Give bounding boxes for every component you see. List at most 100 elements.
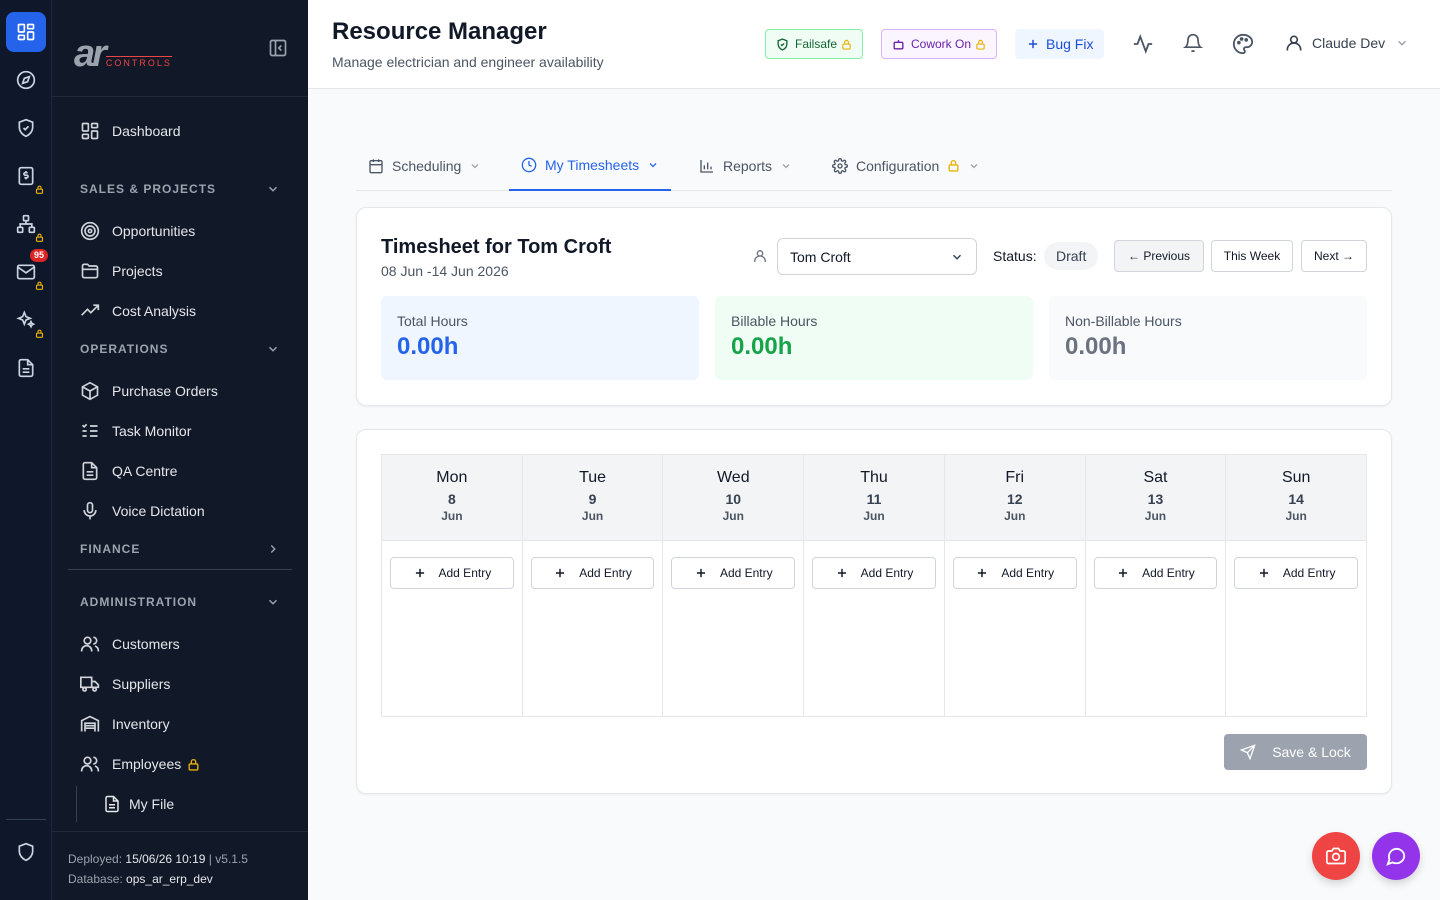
previous-week-button[interactable]: ← Previous [1114, 240, 1204, 272]
employee-select[interactable]: Tom Croft [777, 238, 977, 275]
chevron-down-icon [471, 163, 479, 168]
activity-button[interactable] [1132, 33, 1154, 55]
failsafe-badge[interactable]: Failsafe [765, 29, 864, 59]
box-icon [81, 381, 99, 401]
day-name: Mon [436, 469, 468, 486]
week-grid: Mon 8 Jun Add Entry Tue 9 Jun Add Entry … [381, 454, 1367, 717]
collapse-sidebar-button[interactable] [268, 38, 288, 58]
day-header: Wed 10 Jun [663, 455, 804, 541]
notifications-button[interactable] [1183, 33, 1203, 53]
tab-configuration[interactable]: Configuration [820, 140, 992, 191]
sidebar-item-inventory[interactable]: Inventory [80, 710, 170, 738]
palette-icon [1232, 33, 1254, 55]
day-month: Jun [722, 509, 744, 523]
sidebar-item-qa-centre[interactable]: QA Centre [80, 457, 177, 485]
sidebar-item-label: Customers [112, 636, 180, 652]
lock-icon [976, 39, 985, 50]
next-week-button[interactable]: Next → [1301, 240, 1367, 272]
day-name: Wed [716, 469, 750, 486]
calendar-icon [369, 158, 383, 173]
chat-button[interactable] [1372, 832, 1420, 880]
day-header: Sun 14 Jun [1226, 455, 1367, 541]
stat-label: Total Hours [397, 313, 468, 329]
rail-org-button[interactable] [6, 204, 46, 244]
sidebar-subitem-my-file[interactable]: My File [76, 786, 292, 822]
day-month: Jun [863, 509, 885, 523]
this-week-button[interactable]: This Week [1211, 240, 1293, 272]
sidebar-item-dashboard[interactable]: Dashboard [80, 117, 181, 145]
timesheet-date-range: 08 Jun -14 Jun 2026 [381, 263, 509, 279]
add-entry-button[interactable]: Add Entry [671, 557, 796, 589]
user-menu[interactable]: Claude Dev [1284, 33, 1409, 53]
sidebar-item-voice-dictation[interactable]: Voice Dictation [80, 497, 205, 525]
cowork-badge[interactable]: Cowork On [881, 29, 998, 59]
bug-fix-button[interactable]: Bug Fix [1015, 29, 1105, 59]
add-entry-label: Add Entry [860, 566, 914, 580]
chevron-down-icon [970, 163, 978, 168]
tab-my-timesheets[interactable]: My Timesheets [509, 140, 672, 191]
rail-explore-button[interactable] [6, 60, 46, 100]
day-name: Sat [1143, 469, 1168, 486]
add-entry-button[interactable]: Add Entry [390, 557, 514, 589]
section-administration[interactable]: ADMINISTRATION [80, 592, 280, 612]
day-number: 14 [1288, 491, 1304, 507]
database-label: Database: [68, 872, 123, 886]
clock-icon [521, 157, 537, 172]
day-header: Mon 8 Jun [382, 455, 522, 541]
send-icon [1240, 744, 1256, 760]
shield-check-icon [18, 118, 34, 138]
sidebar-item-cost-analysis[interactable]: Cost Analysis [80, 297, 196, 325]
tab-scheduling[interactable]: Scheduling [356, 140, 493, 191]
add-entry-button[interactable]: Add Entry [812, 557, 936, 589]
rail-qa-button[interactable] [6, 108, 46, 148]
rail-docs-button[interactable] [6, 348, 46, 388]
add-entry-button[interactable]: Add Entry [952, 557, 1077, 589]
page-title: Resource Manager [332, 18, 547, 45]
rail-finance-button[interactable] [6, 156, 46, 196]
sidebar-item-label: QA Centre [112, 463, 178, 479]
day-column-sun: Sun 14 Jun Add Entry [1226, 455, 1367, 716]
company-logo[interactable]: ar CONTROLS [74, 35, 172, 73]
theme-button[interactable] [1232, 33, 1254, 55]
sidebar-item-label: My File [129, 796, 175, 812]
dashboard-icon [81, 122, 99, 140]
tab-reports[interactable]: Reports [687, 140, 804, 191]
sidebar-item-task-monitor[interactable]: Task Monitor [80, 417, 191, 445]
sidebar-item-purchase-orders[interactable]: Purchase Orders [80, 377, 218, 405]
plus-icon [1028, 39, 1038, 49]
section-finance[interactable]: FINANCE [80, 539, 280, 559]
user-name: Claude Dev [1312, 35, 1386, 51]
robot-icon [893, 39, 904, 50]
bug-fix-label: Bug Fix [1046, 36, 1094, 52]
rail-dashboard-button[interactable] [6, 12, 46, 52]
add-entry-button[interactable]: Add Entry [530, 557, 655, 589]
save-lock-button[interactable]: Save & Lock [1224, 734, 1367, 770]
shield-check-icon [777, 37, 788, 51]
stat-value: 0.00h [397, 333, 459, 360]
sidebar-item-employees[interactable]: Employees [80, 750, 200, 778]
sidebar-item-opportunities[interactable]: Opportunities [80, 217, 195, 245]
sidebar-item-suppliers[interactable]: Suppliers [80, 670, 170, 698]
mic-icon [83, 501, 97, 520]
rail-mail-button[interactable]: 95 [6, 249, 48, 292]
rail-ai-button[interactable] [6, 300, 46, 340]
sidebar-item-projects[interactable]: Projects [80, 257, 163, 285]
add-entry-button[interactable]: Add Entry [1234, 557, 1359, 589]
sidebar-item-label: Dashboard [112, 123, 181, 139]
document-icon [105, 795, 119, 813]
day-month: Jun [1004, 509, 1026, 523]
users-icon [80, 636, 100, 652]
status-badge: Draft [1044, 242, 1099, 270]
gear-icon [832, 157, 848, 174]
screenshot-button[interactable] [1312, 832, 1360, 880]
section-operations[interactable]: OPERATIONS [80, 339, 280, 359]
deployed-value: 15/06/26 10:19 [125, 852, 206, 866]
add-entry-button[interactable]: Add Entry [1093, 557, 1218, 589]
rail-security-button[interactable] [6, 832, 46, 872]
lock-icon [35, 185, 44, 194]
chevron-down-icon [268, 186, 278, 192]
sidebar-item-customers[interactable]: Customers [80, 630, 180, 658]
lock-icon [948, 159, 959, 172]
add-entry-label: Add Entry [1282, 566, 1336, 580]
section-sales-projects[interactable]: SALES & PROJECTS [80, 179, 280, 199]
